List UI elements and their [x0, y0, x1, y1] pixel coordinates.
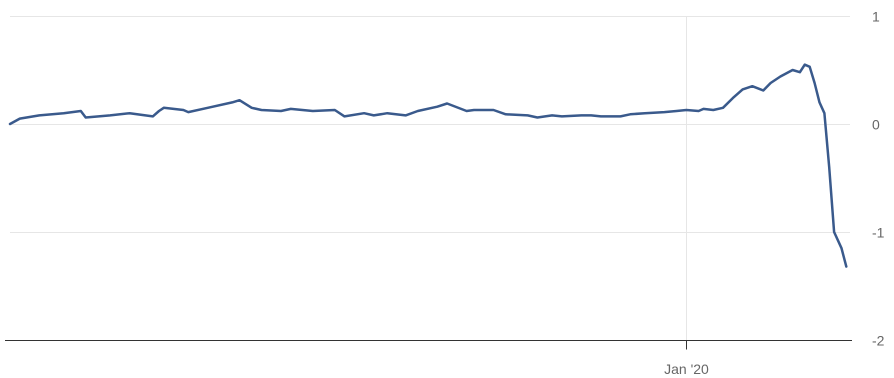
y-tick-label: -2: [872, 333, 885, 349]
y-tick-label: 0: [872, 117, 880, 133]
series-line: [8, 63, 848, 268]
x-tick-label: Jan '20: [664, 361, 709, 377]
y-tick-label: -1: [872, 225, 885, 241]
y-tick-label: 1: [872, 9, 880, 25]
